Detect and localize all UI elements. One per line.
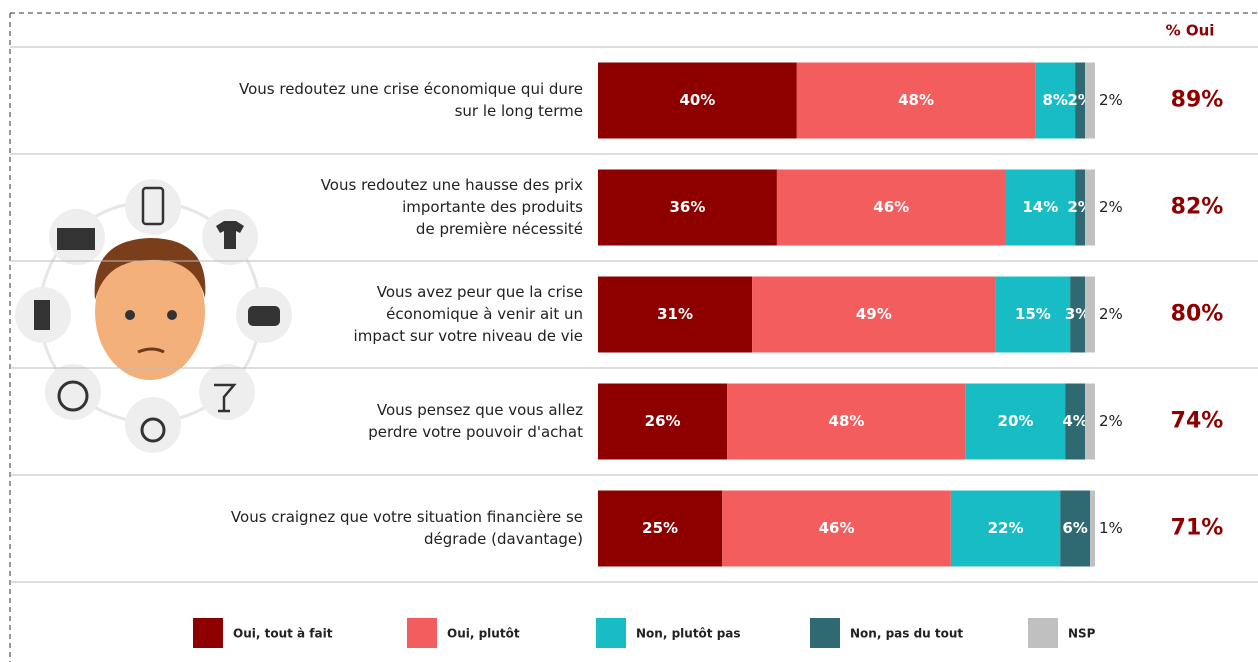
value-label: 2% (1099, 198, 1123, 216)
value-label: 14% (1022, 198, 1058, 216)
value-label: 1% (1099, 519, 1123, 537)
bar-segment (1085, 277, 1095, 353)
bar-segment (1090, 491, 1095, 567)
value-label: 46% (819, 519, 855, 537)
value-label: 2% (1099, 305, 1123, 323)
bar-segment (1085, 384, 1095, 460)
value-label: 15% (1015, 305, 1051, 323)
value-label: 31% (657, 305, 693, 323)
legend-swatch (1028, 618, 1058, 648)
category-label: dégrade (davantage) (424, 530, 583, 548)
bar-segment (1085, 170, 1095, 246)
value-label: 20% (998, 412, 1034, 430)
total-label: 82% (1171, 195, 1224, 220)
category-label: Vous redoutez une hausse des prix (321, 176, 583, 194)
value-label: 48% (829, 412, 865, 430)
category-label: Vous redoutez une crise économique qui d… (239, 80, 583, 98)
value-label: 26% (645, 412, 681, 430)
legend-label: Oui, plutôt (447, 627, 520, 641)
chart: % Oui Vous redoutez une crise économique… (0, 0, 1258, 662)
category-label: de première nécessité (416, 220, 583, 238)
value-label: 48% (898, 91, 934, 109)
value-label: 2% (1099, 412, 1123, 430)
value-label: 49% (856, 305, 892, 323)
legend-label: Oui, tout à fait (233, 627, 333, 641)
legend-swatch (810, 618, 840, 648)
value-label: 46% (873, 198, 909, 216)
total-label: 89% (1171, 88, 1224, 113)
legend-label: NSP (1068, 627, 1096, 641)
category-label: économique à venir ait un (386, 305, 583, 323)
bar-segment (1085, 63, 1095, 139)
legend-swatch (193, 618, 223, 648)
value-label: 2% (1099, 91, 1123, 109)
illustration (15, 179, 292, 453)
value-label: 40% (679, 91, 715, 109)
total-label: 71% (1171, 516, 1224, 541)
legend-label: Non, plutôt pas (636, 627, 741, 641)
total-label: 74% (1171, 409, 1224, 434)
value-label: 25% (642, 519, 678, 537)
category-label: impact sur votre niveau de vie (354, 327, 583, 345)
value-label: 22% (988, 519, 1024, 537)
category-label: perdre votre pouvoir d'achat (368, 423, 583, 441)
category-label: sur le long terme (455, 102, 583, 120)
legend-label: Non, pas du tout (850, 627, 963, 641)
category-label: Vous avez peur que la crise (377, 283, 583, 301)
value-label: 4% (1062, 412, 1087, 430)
legend-swatch (596, 618, 626, 648)
totals-header: % Oui (1166, 22, 1215, 40)
category-label: Vous pensez que vous allez (377, 401, 583, 419)
category-label: importante des produits (402, 198, 583, 216)
category-label: Vous craignez que votre situation financ… (231, 508, 583, 526)
legend-swatch (407, 618, 437, 648)
value-label: 36% (670, 198, 706, 216)
value-label: 6% (1062, 519, 1087, 537)
total-label: 80% (1171, 302, 1224, 327)
value-label: 8% (1043, 91, 1068, 109)
